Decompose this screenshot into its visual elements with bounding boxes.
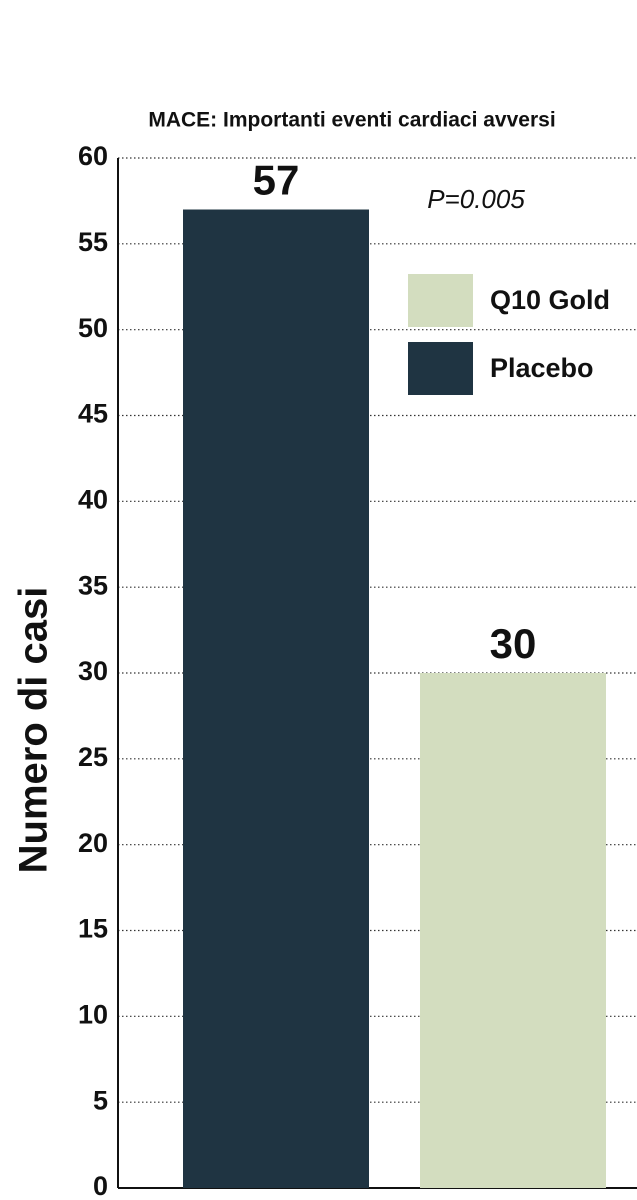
- legend-label: Placebo: [490, 353, 594, 383]
- data-label: 30: [490, 620, 537, 667]
- y-tick-label: 55: [78, 227, 108, 257]
- data-label: 57: [253, 157, 300, 204]
- y-tick-label: 45: [78, 399, 108, 429]
- y-tick-label: 5: [93, 1085, 108, 1115]
- y-tick-label: 30: [78, 656, 108, 686]
- bar: [183, 209, 369, 1188]
- y-tick-label: 0: [93, 1171, 108, 1200]
- legend-swatch: [408, 274, 473, 327]
- bar: [420, 673, 606, 1188]
- y-tick-label: 25: [78, 742, 108, 772]
- y-tick-label: 35: [78, 570, 108, 600]
- y-tick-label: 20: [78, 828, 108, 858]
- y-tick-label: 60: [78, 141, 108, 171]
- y-axis-title: Numero di casi: [12, 587, 56, 874]
- legend-label: Q10 Gold: [490, 285, 610, 315]
- annotation: P=0.005: [427, 184, 525, 214]
- legend-swatch: [408, 342, 473, 395]
- y-tick-label: 15: [78, 914, 108, 944]
- y-tick-label: 50: [78, 313, 108, 343]
- y-tick-label: 40: [78, 484, 108, 514]
- y-tick-label: 10: [78, 999, 108, 1029]
- chart-title: MACE: Importanti eventi cardiaci avversi: [148, 109, 555, 132]
